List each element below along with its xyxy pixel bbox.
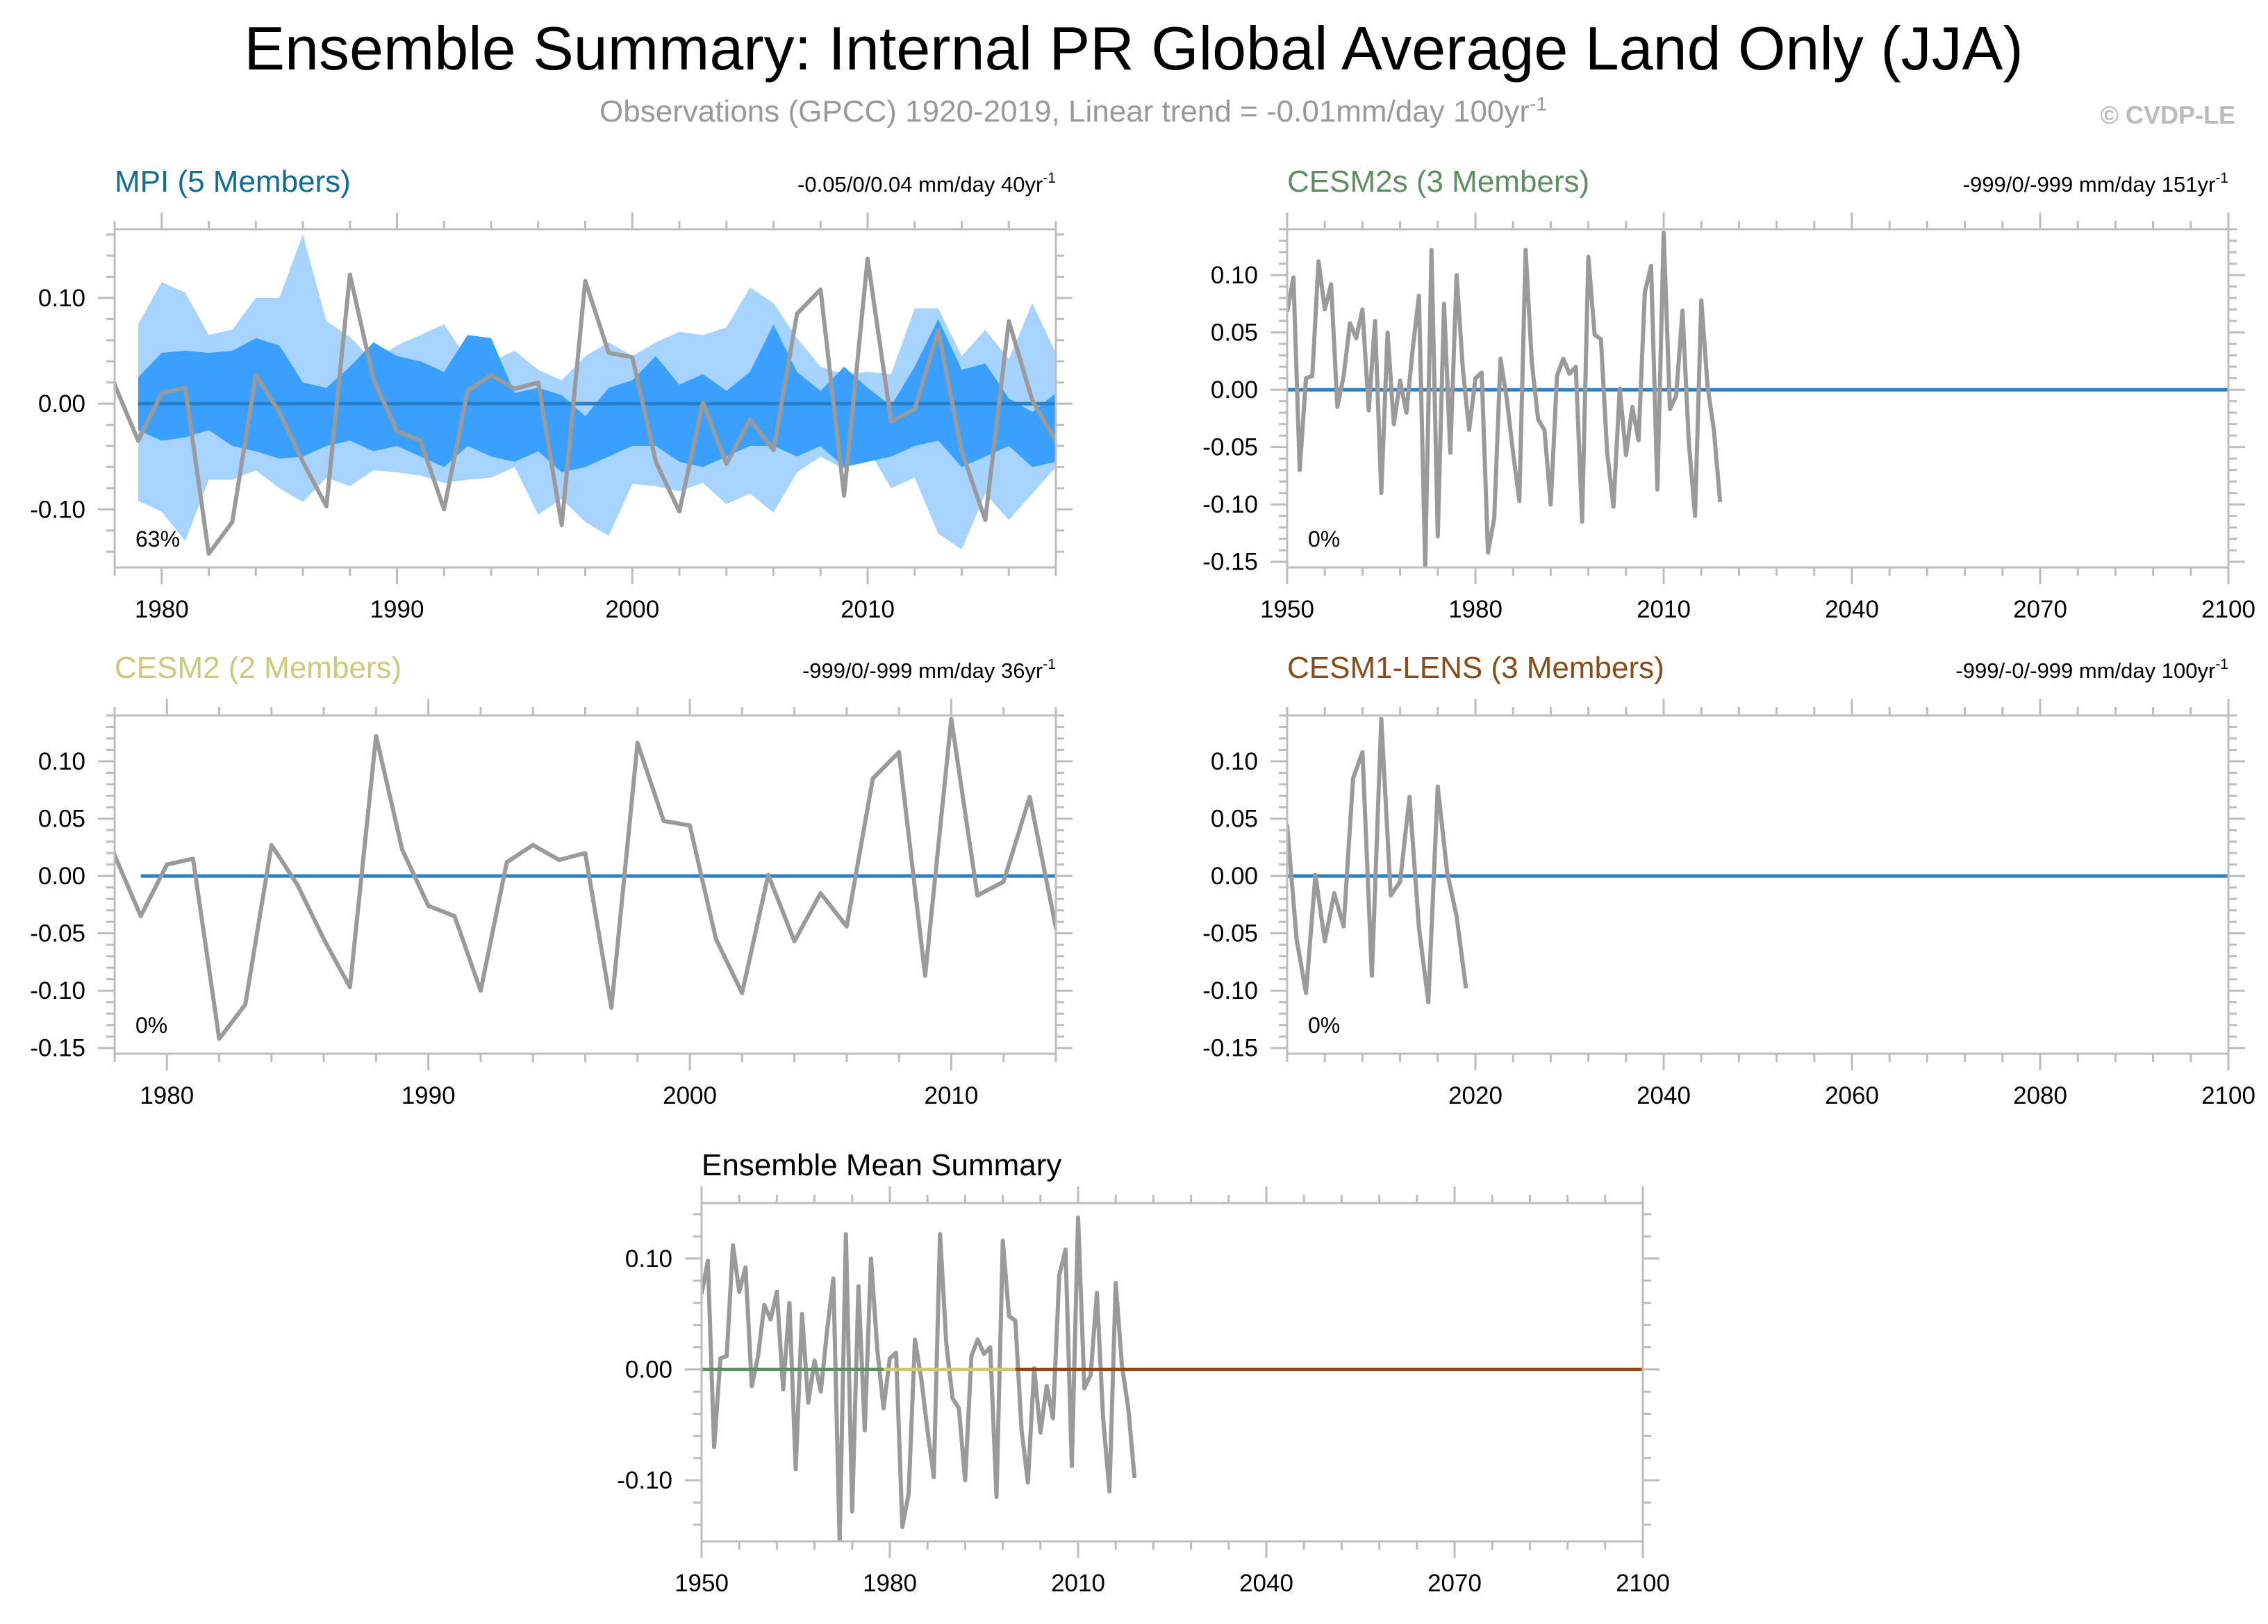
panel-title: Ensemble Mean Summary: [702, 1148, 1061, 1182]
x-tick-label: 1980: [140, 1082, 194, 1109]
y-tick-label: -0.10: [30, 496, 85, 523]
x-tick-label: 2010: [1637, 596, 1691, 623]
x-tick-label: 2060: [1825, 1082, 1879, 1109]
y-tick-label: 0.00: [38, 863, 85, 890]
plot-area-mpi: [115, 234, 1056, 556]
y-tick-label: 0.00: [1211, 863, 1258, 890]
panel-trend-sup: -1: [1043, 170, 1056, 186]
y-tick-label: -0.15: [1202, 1035, 1258, 1062]
panel-trend-text: -999/0/-999 mm/day 36yr: [802, 658, 1043, 683]
observations-line: [1287, 230, 1723, 567]
x-tick-label: 2100: [2201, 596, 2255, 623]
panel-title: CESM2 (2 Members): [115, 651, 402, 685]
chart-ensmean: 1950 1980 2010 2040 2070 2100 -0.10 0.00 0.10 Ens…: [617, 1148, 1670, 1597]
y-tick-label: 0.10: [1211, 262, 1258, 289]
panel-trend-text: -999/-0/-999 mm/day 100yr: [1955, 658, 2215, 683]
y-tick-label: 0.10: [38, 748, 85, 775]
y-tick-label: 0.05: [1211, 806, 1258, 833]
y-tick-label: 0.05: [1211, 320, 1258, 347]
y-tick-label: -0.10: [1202, 977, 1258, 1004]
x-tick-label: 2080: [2013, 1082, 2067, 1109]
y-tick-label: -0.05: [1202, 434, 1258, 461]
plot-frame: [1286, 228, 2230, 569]
panel-trend: -999/0/-999 mm/day 36yr-1: [802, 656, 1056, 683]
x-tick-label: 2040: [1239, 1570, 1293, 1597]
panel-trend: -999/0/-999 mm/day 151yr-1: [1963, 170, 2228, 197]
y-tick-label: 0.05: [38, 806, 85, 833]
y-tick-label: -0.05: [1202, 920, 1258, 947]
percent-label: 0%: [135, 1013, 167, 1038]
y-tick-label: 0.10: [1211, 748, 1258, 775]
y-tick-label: 0.10: [625, 1245, 672, 1273]
outer-spread-band: [138, 234, 1056, 550]
panel-title: MPI (5 Members): [115, 165, 351, 199]
y-tick-label: 0.10: [38, 285, 85, 312]
x-tick-label: 1950: [674, 1570, 729, 1597]
panel-trend: -0.05/0/0.04 mm/day 40yr-1: [797, 170, 1056, 197]
x-tick-label: 1980: [135, 596, 189, 623]
chart-cesm2: 1980 1990 2000 2010 -0.15 -0.10 -0.05 0.00 0.05 0…: [30, 651, 1073, 1109]
x-tick-label: 2040: [1825, 596, 1879, 623]
x-tick-label: 2070: [1427, 1570, 1482, 1597]
y-tick-label: -0.10: [1202, 491, 1258, 518]
figure-subtitle-text: Observations (GPCC) 1920-2019, Linear tr…: [599, 94, 1530, 129]
x-tick-label: 2040: [1637, 1082, 1691, 1109]
percent-label: 0%: [1308, 527, 1340, 552]
x-tick-label: 1980: [1448, 596, 1503, 623]
x-tick-label: 2100: [2201, 1082, 2255, 1109]
y-tick-label: -0.10: [617, 1467, 672, 1494]
observations-line: [702, 1215, 1137, 1541]
plot-area-cesm2s: [1287, 230, 2228, 567]
x-tick-label: 2010: [841, 596, 895, 623]
x-tick-label: 2020: [1448, 1082, 1503, 1109]
plot-frame: [1286, 714, 2230, 1055]
x-tick-label: 2100: [1616, 1570, 1670, 1597]
x-tick-label: 1990: [370, 596, 424, 623]
credit-text: © CVDP-LE: [2100, 101, 2235, 129]
x-tick-label: 1950: [1260, 596, 1314, 623]
chart-cesm2s: 1950 1980 2010 2040 2070 2100 -0.15 -0.10 -0.05 0…: [1202, 165, 2255, 623]
percent-label: 63%: [135, 527, 180, 552]
figure-title: Ensemble Summary: Internal PR Global Ave…: [244, 14, 2023, 83]
chart-mpi: 1980 1990 2000 2010 -0.10 0.00 0.10 MPI (5 Memb…: [30, 165, 1073, 623]
plot-area-cesm2: [115, 716, 1056, 1041]
panel-trend-sup: -1: [1043, 656, 1056, 672]
y-tick-label: -0.10: [30, 977, 85, 1004]
panel-trend-text: -0.05/0/0.04 mm/day 40yr: [797, 172, 1043, 197]
x-tick-label: 2070: [2013, 596, 2067, 623]
panel-trend: -999/-0/-999 mm/day 100yr-1: [1955, 656, 2228, 683]
plot-frame: [700, 1202, 1644, 1543]
x-tick-label: 1980: [863, 1570, 917, 1597]
plot-area-ensmean: [702, 1215, 1643, 1541]
panel-trend-sup: -1: [2215, 656, 2228, 672]
observations-line: [1287, 716, 1468, 1004]
y-tick-label: -0.15: [1202, 549, 1258, 576]
figure-subtitle-sup: -1: [1530, 93, 1547, 115]
figure-subtitle: Observations (GPCC) 1920-2019, Linear tr…: [599, 93, 1547, 129]
y-tick-label: -0.15: [30, 1035, 85, 1062]
percent-label: 0%: [1308, 1013, 1340, 1038]
panel-trend-text: -999/0/-999 mm/day 151yr: [1963, 172, 2216, 197]
chart-cesm1: 2020 2040 2060 2080 2100 -0.15 -0.10 -0.05 0.00 0…: [1202, 651, 2255, 1109]
panels: 1980 1990 2000 2010 -0.10 0.00 0.10 MPI (5 Memb…: [30, 165, 2255, 1597]
observations-line: [115, 256, 1056, 556]
y-tick-label: 0.00: [1211, 376, 1258, 404]
panel-trend-sup: -1: [2215, 170, 2228, 186]
x-tick-label: 1990: [402, 1082, 456, 1109]
x-tick-label: 2010: [1051, 1570, 1105, 1597]
y-tick-label: 0.00: [625, 1357, 672, 1384]
panel-title: CESM2s (3 Members): [1287, 165, 1589, 199]
x-tick-label: 2000: [663, 1082, 717, 1109]
y-tick-label: 0.00: [38, 390, 85, 417]
panel-title: CESM1-LENS (3 Members): [1287, 651, 1664, 685]
observations-line: [115, 716, 1056, 1041]
y-tick-label: -0.05: [30, 920, 85, 947]
plot-area-cesm1: [1287, 716, 2228, 1004]
x-tick-label: 2000: [605, 596, 659, 623]
x-tick-label: 2010: [925, 1082, 979, 1109]
